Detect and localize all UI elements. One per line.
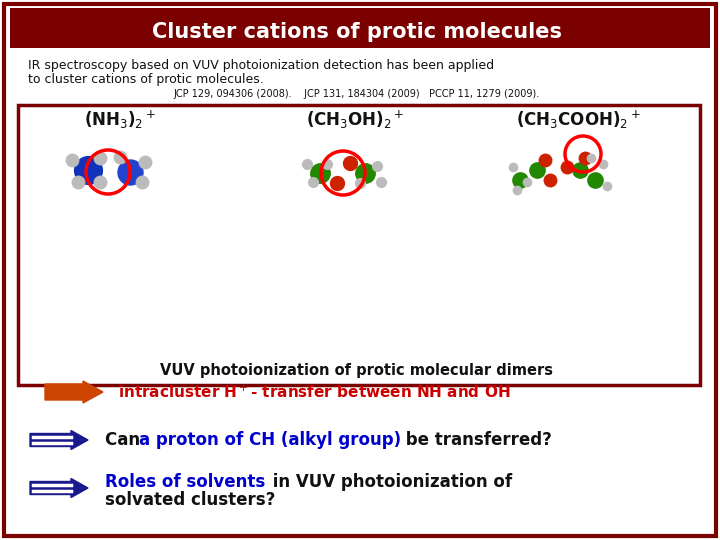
Text: JCP 129, 094306 (2008).    JCP 131, 184304 (2009)   PCCP 11, 1279 (2009).: JCP 129, 094306 (2008). JCP 131, 184304 …	[174, 89, 540, 99]
Text: (NH$_3$)$_2$$^+$: (NH$_3$)$_2$$^+$	[84, 109, 156, 131]
Text: (CH$_3$OH)$_2$$^+$: (CH$_3$OH)$_2$$^+$	[306, 109, 404, 131]
Text: VUV photoionization of protic molecular dimers: VUV photoionization of protic molecular …	[161, 362, 554, 377]
Text: IR spectroscopy based on VUV photoionization detection has been applied: IR spectroscopy based on VUV photoioniza…	[28, 59, 494, 72]
FancyBboxPatch shape	[10, 8, 710, 48]
Text: Roles of solvents: Roles of solvents	[105, 473, 265, 491]
FancyArrow shape	[45, 381, 103, 403]
FancyArrow shape	[30, 430, 88, 449]
Text: (CH$_3$COOH)$_2$$^+$: (CH$_3$COOH)$_2$$^+$	[516, 109, 640, 131]
Text: be transferred?: be transferred?	[400, 431, 552, 449]
Text: in VUV photoionization of: in VUV photoionization of	[267, 473, 512, 491]
FancyBboxPatch shape	[4, 4, 716, 536]
Text: to cluster cations of protic molecules.: to cluster cations of protic molecules.	[28, 73, 264, 86]
FancyArrow shape	[30, 478, 88, 497]
FancyBboxPatch shape	[18, 105, 700, 385]
Text: Can: Can	[105, 431, 146, 449]
Text: Cluster cations of protic molecules: Cluster cations of protic molecules	[152, 22, 562, 42]
Text: a proton of CH (alkyl group): a proton of CH (alkyl group)	[139, 431, 401, 449]
Text: solvated clusters?: solvated clusters?	[105, 491, 275, 509]
Text: intracluster H$^+$- transfer between NH and OH: intracluster H$^+$- transfer between NH …	[118, 383, 510, 401]
